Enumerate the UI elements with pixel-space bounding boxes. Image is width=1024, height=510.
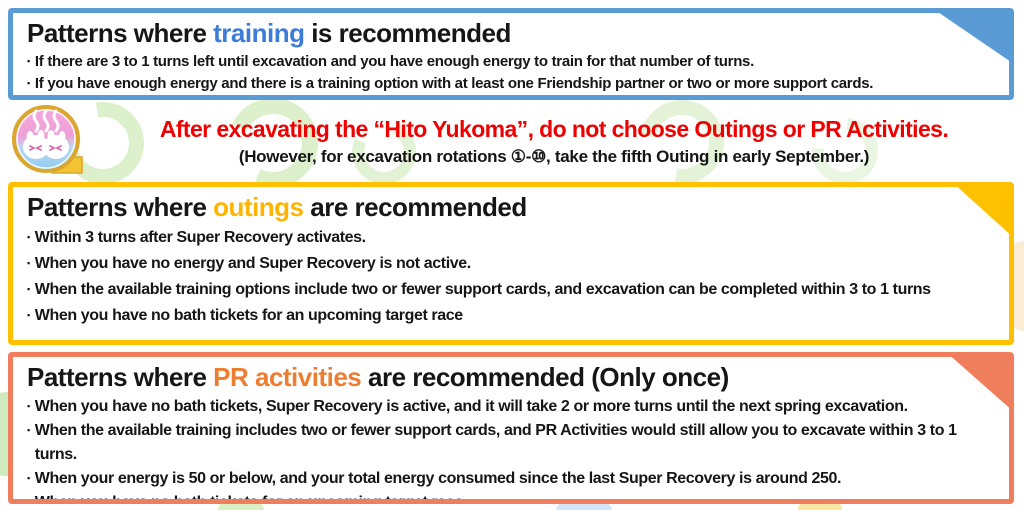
title-prefix: Patterns where (27, 18, 214, 48)
bullet-marker: ▪ (27, 473, 30, 483)
bullet-text: When you have no bath tickets for an upc… (34, 494, 463, 504)
bullet-text: If there are 3 to 1 turns left until exc… (34, 53, 754, 70)
bullet-text: When you have no energy and Super Recove… (34, 255, 471, 272)
bullet-marker: ▪ (27, 232, 30, 242)
bullet-marker: ▪ (27, 310, 30, 320)
bullet-marker: ▪ (27, 425, 30, 435)
bullet-item: ▪ Within 3 turns after Super Recovery act… (27, 225, 997, 251)
bullet-marker: ▪ (27, 258, 30, 268)
notice-headline: After excavating the “Hito Yukoma”, do n… (159, 115, 949, 142)
title-keyword-training: training (213, 18, 305, 48)
title-prefix: Patterns where (27, 192, 214, 222)
outings-recommended-box: Patterns where outings are recommended ▪… (8, 182, 1014, 345)
bullet-marker: ▪ (27, 78, 30, 88)
bullet-item: ▪ If there are 3 to 1 turns left until ex… (27, 51, 997, 73)
bullet-marker: ▪ (27, 401, 30, 411)
notice-text: After excavating the “Hito Yukoma”, do n… (92, 114, 1016, 169)
bullet-item: ▪ When your energy is 50 or below, and yo… (27, 467, 997, 491)
title-suffix: is recommended (304, 18, 511, 48)
title-suffix: are recommended (Only once) (361, 362, 729, 392)
bullet-marker: ▪ (27, 497, 30, 504)
title-keyword-pr-activities: PR activities (213, 362, 362, 392)
bullet-text: When the available training options incl… (34, 281, 931, 298)
bullet-marker: ▪ (27, 56, 30, 66)
bullet-item: ▪ When you have no energy and Super Recov… (27, 251, 997, 277)
bullet-item: ▪ When you have no bath tickets for an up… (27, 491, 997, 504)
training-bullet-list: ▪ If there are 3 to 1 turns left until ex… (27, 51, 997, 95)
outings-bullet-list: ▪ Within 3 turns after Super Recovery act… (27, 225, 997, 329)
notice-banner: After excavating the “Hito Yukoma”, do n… (10, 101, 1016, 181)
pr-bullet-list: ▪ When you have no bath tickets, Super Re… (27, 395, 997, 504)
pr-activities-recommended-box: Patterns where PR activities are recomme… (8, 352, 1014, 504)
bullet-text: If you have enough energy and there is a… (34, 75, 874, 92)
notice-subline: (However, for excavation rotations ①-⑩, … (238, 146, 870, 166)
pr-box-title: Patterns where PR activities are recomme… (27, 360, 997, 394)
bullet-text: When your energy is 50 or below, and you… (34, 470, 842, 487)
bullet-item: ▪ When you have no bath tickets, Super Re… (27, 395, 997, 419)
bullet-item: ▪ When the available training includes tw… (27, 419, 997, 467)
title-prefix: Patterns where (27, 362, 214, 392)
outings-box-title: Patterns where outings are recommended (27, 190, 997, 224)
bullet-text: Within 3 turns after Super Recovery acti… (34, 229, 366, 246)
bullet-text: When you have no bath tickets for an upc… (34, 307, 463, 324)
title-suffix: are recommended (303, 192, 527, 222)
bullet-text: When the available training includes two… (34, 422, 957, 463)
training-box-title: Patterns where training is recommended (27, 16, 997, 50)
hot-spring-icon (10, 103, 84, 179)
bullet-marker: ▪ (27, 284, 30, 294)
title-keyword-outings: outings (213, 192, 304, 222)
bullet-item: ▪ When you have no bath tickets for an up… (27, 303, 997, 329)
bullet-item: ▪ When the available training options inc… (27, 277, 997, 303)
training-recommended-box: Patterns where training is recommended ▪… (8, 8, 1014, 100)
bullet-text: When you have no bath tickets, Super Rec… (34, 398, 908, 415)
bullet-item: ▪ If you have enough energy and there is … (27, 73, 997, 95)
